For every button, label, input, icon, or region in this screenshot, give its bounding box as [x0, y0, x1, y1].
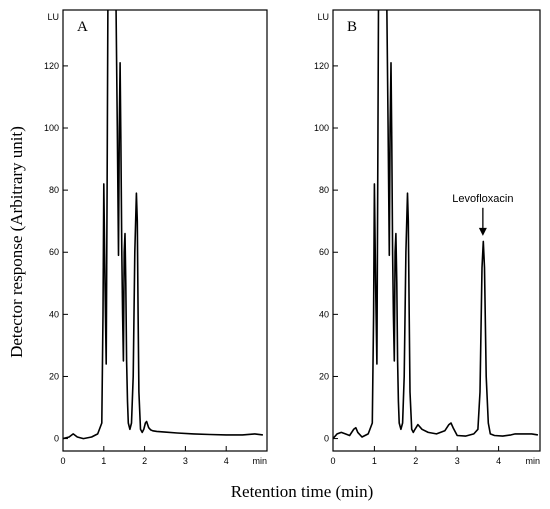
annotation-arrow-head [478, 227, 487, 236]
y-tick-label: 20 [49, 371, 59, 381]
y-tick-label: 80 [319, 185, 329, 195]
y-unit-label: LU [317, 12, 329, 22]
x-tick-label: 0 [60, 456, 65, 466]
y-axis-title: Detector response (Arbitrary unit) [7, 126, 26, 358]
y-tick-label: 60 [49, 247, 59, 257]
x-axis-title: Retention time (min) [231, 482, 374, 501]
panel-b: 0 20 40 60 80 100 120 LU 0 1 2 3 4 min B Levofloxacin [314, 9, 541, 466]
x-tick-label: 4 [496, 456, 501, 466]
y-tick-label: 80 [49, 185, 59, 195]
y-tick-label: 60 [319, 247, 329, 257]
y-tick-label: 0 [54, 434, 59, 444]
chromatogram-trace [333, 10, 539, 440]
peak-annotation-label: Levofloxacin [452, 193, 513, 205]
x-tick-label: 1 [101, 456, 106, 466]
y-tick-label: 20 [319, 371, 329, 381]
y-tick-label: 100 [314, 123, 329, 133]
x-tick-label: 3 [455, 456, 460, 466]
x-unit-label: min [252, 456, 267, 466]
y-tick-label: 40 [319, 309, 329, 319]
y-tick-label: 40 [49, 309, 59, 319]
panel-letter: B [347, 19, 357, 35]
x-tick-label: 1 [372, 456, 377, 466]
y-tick-label: 100 [44, 123, 59, 133]
chromatogram-trace [63, 10, 263, 440]
panel-a: 0 20 40 60 80 100 120 LU 0 1 2 3 4 min A [44, 9, 268, 466]
y-tick-label: 120 [44, 61, 59, 71]
y-tick-label: 0 [324, 434, 329, 444]
x-tick-label: 2 [142, 456, 147, 466]
y-tick-label: 120 [314, 61, 329, 71]
x-tick-label: 2 [413, 456, 418, 466]
x-unit-label: min [525, 456, 540, 466]
plot-frame [62, 9, 268, 452]
x-tick-label: 4 [224, 456, 229, 466]
x-tick-label: 3 [183, 456, 188, 466]
plot-frame [332, 9, 541, 452]
x-tick-label: 0 [330, 456, 335, 466]
y-unit-label: LU [47, 12, 59, 22]
panel-letter: A [77, 19, 88, 35]
